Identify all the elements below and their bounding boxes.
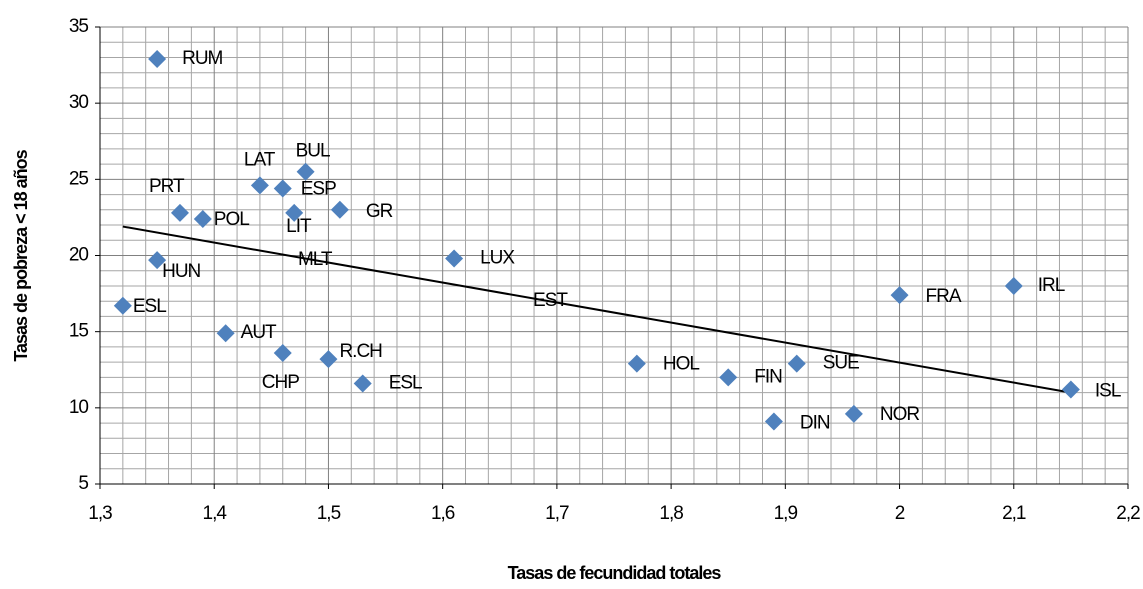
point [113,296,132,315]
point-label: RUM [182,48,222,69]
point [285,203,304,222]
point [787,354,806,373]
trendline [122,225,1072,394]
point [273,179,292,198]
point [844,404,863,423]
y-tick-label: 35 [69,16,89,37]
y-tick-label: 15 [69,321,89,342]
point-label: PRT [149,176,185,197]
point [250,176,269,195]
point [148,251,167,270]
point [445,249,464,268]
point-label: LIT [286,216,312,237]
point-label: BUL [296,141,330,162]
point-label: FIN [754,366,782,387]
point-label: LAT [244,149,276,170]
x-tick-label: 2,1 [1002,503,1026,524]
point [193,209,212,228]
point [148,49,167,68]
point-label: CHP [262,372,299,393]
point-label: HOL [663,354,700,375]
point [1061,380,1080,399]
x-tick-label: 1,8 [659,503,683,524]
annotation: MLT [298,249,333,270]
annotation: EST [533,290,568,311]
point-label: AUT [241,322,277,343]
y-tick-label: 20 [69,245,89,266]
x-tick-label: 1,6 [431,503,455,524]
point-label: DIN [800,413,830,434]
point [353,374,372,393]
x-tick-label: 1,3 [88,503,112,524]
y-tick-label: 10 [69,397,89,418]
y-tick-label: 25 [69,168,89,189]
point-label: NOR [880,404,920,425]
point [1004,276,1023,295]
x-tick-label: 1,5 [317,503,341,524]
point-label: IRL [1038,275,1065,296]
x-axis-title: Tasas de fecundidad totales [508,563,722,583]
point-label: R.CH [339,341,382,362]
point-label: SUE [823,353,859,374]
point [216,324,235,343]
point [170,203,189,222]
x-tick-label: 2,2 [1116,503,1140,524]
point [890,286,909,305]
point [764,412,783,431]
point-label: LUX [480,248,515,269]
x-tick-label: 1,7 [545,503,569,524]
point-label: ESP [301,178,336,199]
point [719,368,738,387]
point-label: FRA [926,286,962,307]
point [273,343,292,362]
y-axis-title: Tasas de pobreza < 18 años [11,149,31,361]
x-tick-label: 1,4 [203,503,228,524]
point-label: HUN [162,261,200,282]
point-label: GR [366,201,393,222]
point [319,350,338,369]
x-tick-label: 1,9 [774,503,798,524]
point [330,200,349,219]
point-label: POL [214,209,249,230]
y-tick-label: 5 [78,473,88,494]
y-tick-label: 30 [69,92,89,113]
point-label: ESL [389,372,422,393]
point [627,354,646,373]
point-label: ESL [133,296,166,317]
point [296,162,315,181]
point-label: ISL [1095,381,1121,402]
x-tick-label: 2 [895,503,905,524]
